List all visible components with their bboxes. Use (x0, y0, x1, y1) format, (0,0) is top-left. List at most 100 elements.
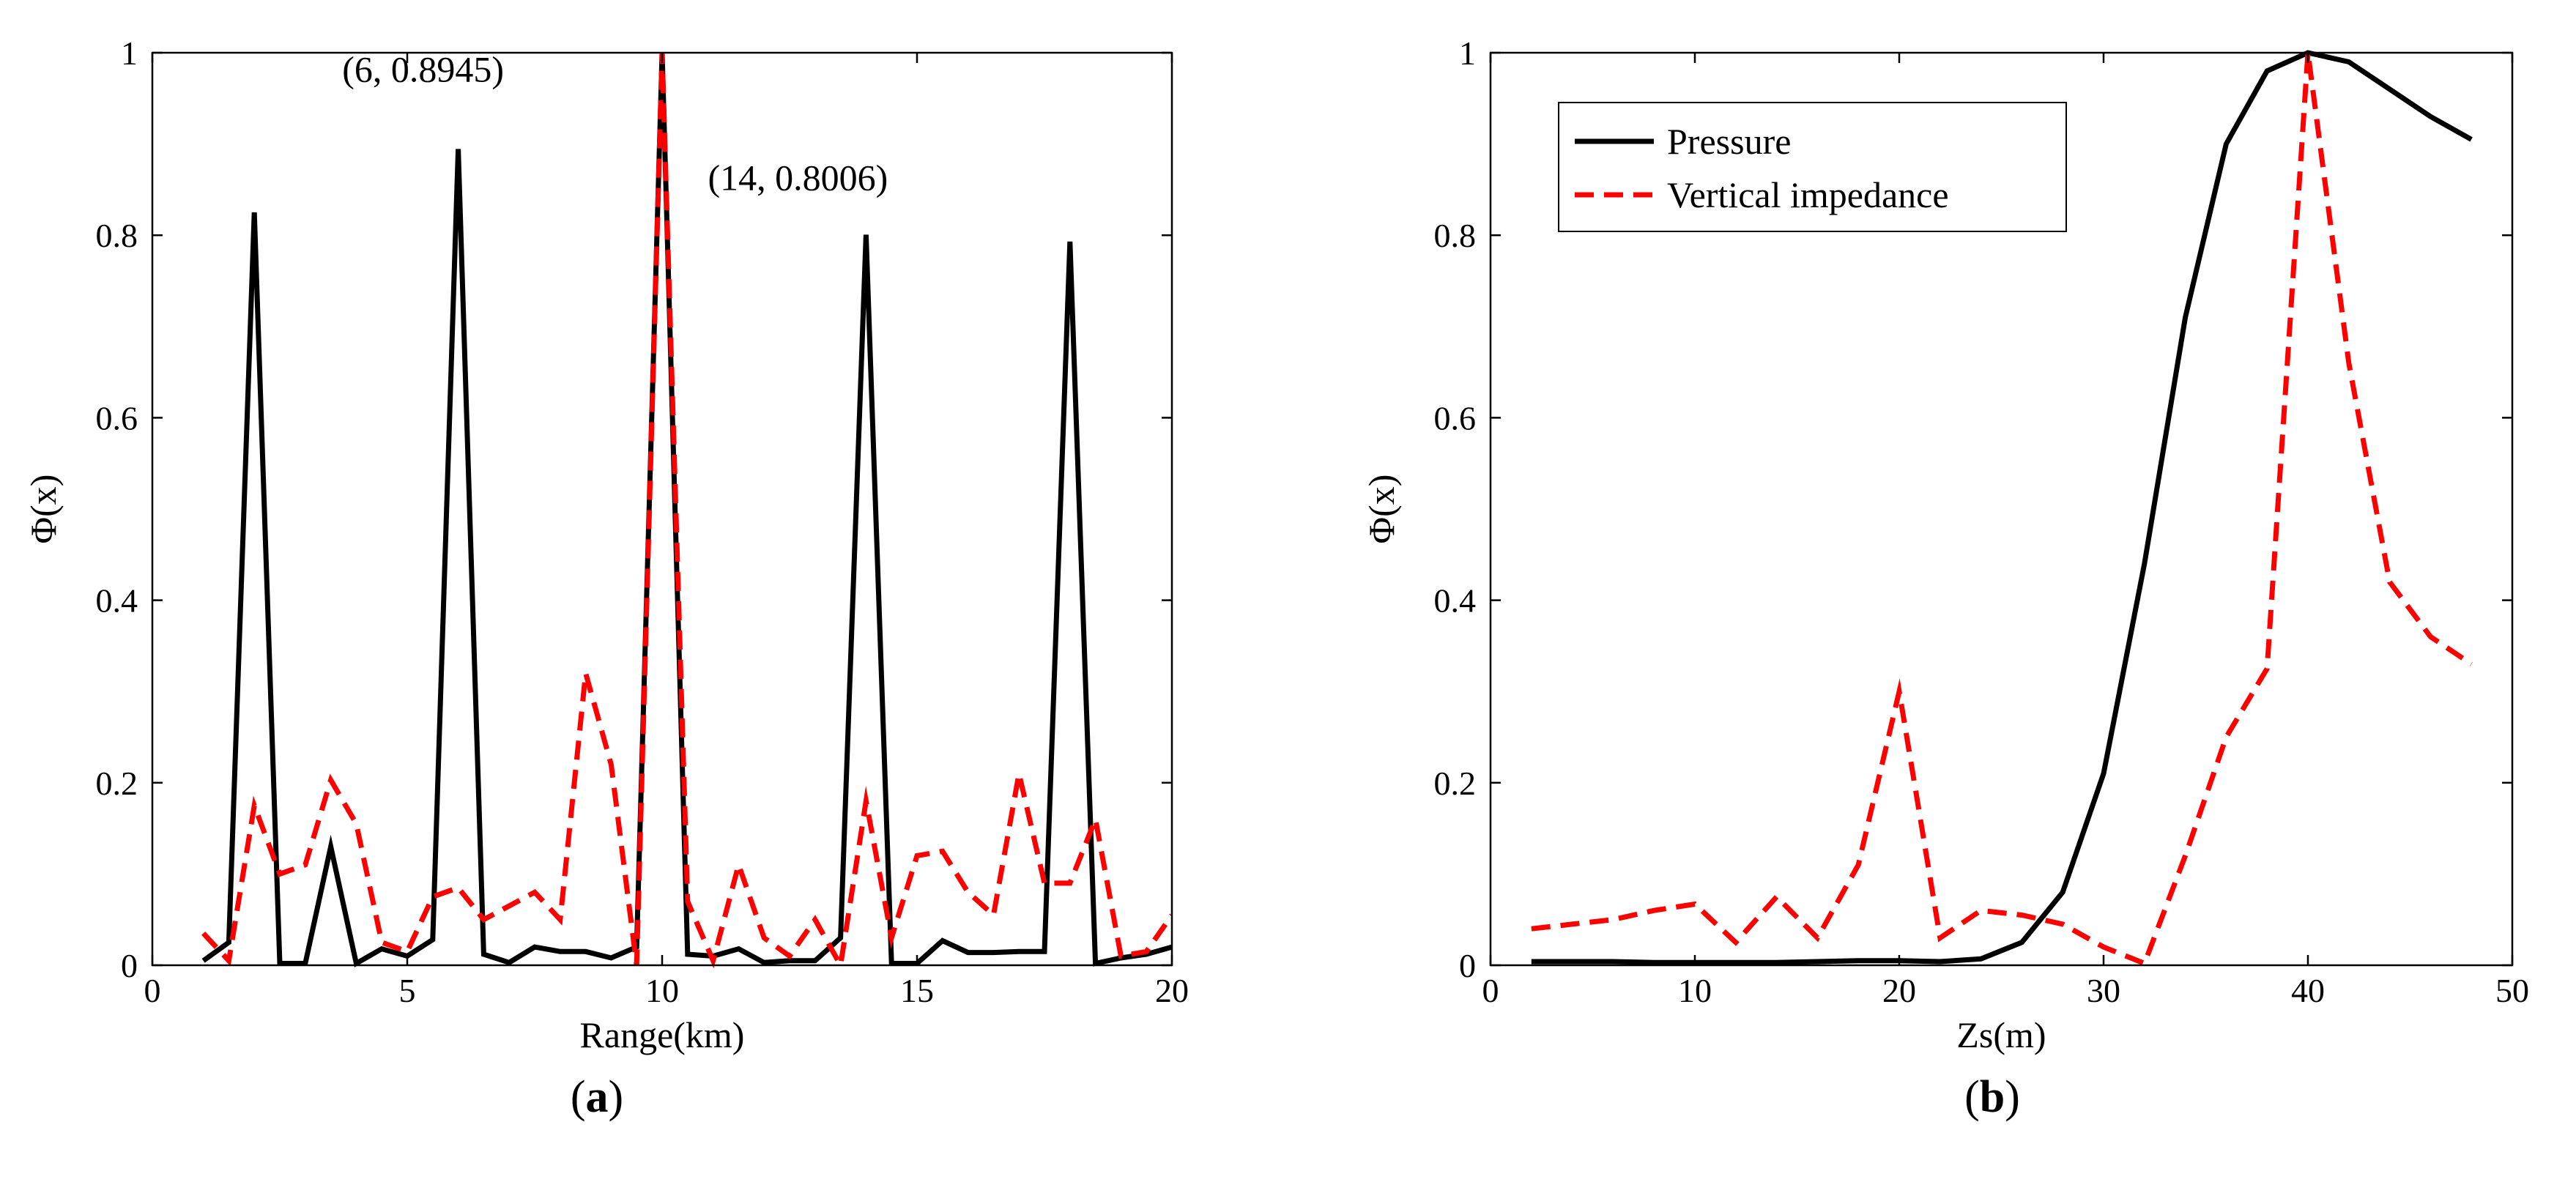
panel-a-pressure-point (355, 962, 357, 965)
panel-b-pressure-point (1612, 961, 1614, 963)
panel-a-pressure-point (534, 946, 536, 948)
panel-a-pressure-point (865, 234, 867, 236)
panel-a-pressure-point (431, 939, 434, 941)
panel-b-pressure-point (2225, 143, 2227, 145)
panel-b-pressure-point (2184, 316, 2186, 319)
panel-b-xtick-label: 30 (2087, 972, 2120, 1009)
panel-a-pressure-point (381, 948, 383, 950)
panel-b-impedance-point (2143, 962, 2145, 965)
panel-a-chart: 0 5 10 15 20 0 0.2 0.4 0.6 0.8 1 Range(km) Φ(x) (6… (23, 34, 1189, 1122)
panel-a-impedance-point (381, 941, 383, 943)
panel-b-impedance-point (2347, 362, 2350, 364)
panel-a-impedance-point (483, 918, 485, 921)
panel-a-impedance-point (1120, 955, 1122, 957)
panel-b-pressure-point (2021, 941, 2023, 943)
panel-a-impedance-point (431, 896, 434, 898)
panel-a-pressure-point (279, 962, 281, 965)
panel-b-impedance-point (2388, 581, 2391, 583)
panel-b-pressure-point (1571, 961, 1573, 963)
panel-b-impedance-point (2062, 923, 2064, 925)
panel-a-xtick-label: 5 (399, 972, 416, 1009)
panel-a-impedance-point (686, 900, 688, 902)
legend-label-pressure: Pressure (1667, 121, 1791, 162)
panel-b-impedance-point (1653, 910, 1655, 912)
panel-a-impedance-point (763, 937, 765, 939)
panel-b-pressure-point (2143, 562, 2145, 565)
panel-b-impedance-point (1898, 691, 1901, 693)
panel-a-xlabel: Range(km) (580, 1014, 745, 1055)
legend-box (1558, 102, 2067, 232)
panel-a-xtick-label: 20 (1155, 972, 1189, 1009)
panel-b-pressure-point (1734, 962, 1737, 964)
panel-b-impedance-point (1694, 903, 1696, 905)
panel-a-impedance-point (304, 863, 306, 866)
panel-b-xtick-label: 50 (2495, 972, 2529, 1009)
panel-b-pressure-point (2103, 773, 2105, 775)
panel-a-impedance-point (407, 951, 409, 953)
panel-b-xtick-label: 40 (2291, 972, 2325, 1009)
panel-b-caption-letter: b (1980, 1072, 2005, 1122)
panel-b-series-vertical-impedance (1531, 52, 2473, 967)
panel-a-xtick-label: 10 (645, 972, 679, 1009)
panel-a-pressure-point (584, 951, 587, 953)
panel-a-impedance-point (891, 937, 893, 939)
panel-a-pressure-point (686, 954, 688, 956)
panel-a-pressure-point (814, 959, 816, 962)
panel-b-impedance-point (2430, 636, 2432, 638)
panel-b-xlabel: Zs(m) (1956, 1014, 2046, 1055)
panel-a-impedance-point (253, 805, 256, 807)
panel-b-impedance-point (1612, 918, 1614, 921)
panel-b-pressure-point (2062, 891, 2064, 893)
panel-b-pressure-point (1857, 959, 1860, 962)
panel-a-pressure-point (1018, 951, 1020, 953)
panel-a-impedance-point (738, 863, 740, 866)
panel-a-xtick-label: 15 (900, 972, 934, 1009)
panel-a-pressure-point (1044, 951, 1046, 953)
panel-b-xtick-label: 20 (1882, 972, 1916, 1009)
panel-a-impedance-point (202, 932, 204, 934)
panel-a-impedance-point (508, 905, 511, 907)
panel-a-pressure-point (992, 951, 995, 954)
panel-a-impedance-point (941, 850, 943, 852)
panel-a-impedance-point (1044, 882, 1046, 884)
panel-b-caption-open: ( (1964, 1072, 1980, 1122)
panel-a-ytick-label: 0.2 (96, 765, 138, 802)
panel-a-pressure-point (253, 212, 256, 214)
panel-a-caption-letter: a (586, 1072, 609, 1122)
panel-b-caption: (b) (1964, 1072, 2020, 1122)
panel-b-impedance-point (2225, 736, 2227, 738)
panel-b-pressure-point (1653, 962, 1655, 964)
panel-a-impedance-point (584, 672, 587, 675)
panel-a-pressure-point (202, 959, 204, 962)
panel-a-pressure-point (330, 846, 332, 848)
panel-b-impedance-point (2266, 668, 2268, 670)
panel-b-impedance-point (1816, 937, 1819, 939)
panel-b-impedance-point (1775, 896, 1778, 898)
panel-b-impedance-point (2021, 914, 2023, 916)
panel-b-impedance-point (2471, 663, 2473, 665)
panel-b-series-pressure (1531, 50, 2473, 965)
panel-a-impedance-point (916, 855, 918, 857)
panel-a-pressure-point (228, 941, 230, 943)
panel-a-pressure-point (1094, 962, 1096, 965)
panel-a-ytick-label: 0.8 (96, 217, 138, 254)
legend-label-vertical-impedance: Vertical impedance (1667, 174, 1949, 215)
panel-a-pressure-point (457, 148, 459, 150)
panel-a-pressure-point (610, 957, 612, 959)
panel-b-impedance-point (1939, 937, 1941, 939)
panel-a-pressure-point (839, 937, 842, 939)
panel-b-ytick-label: 0 (1459, 947, 1476, 984)
panel-a-pressure-point (891, 962, 893, 965)
panel-b-pressure-point (1530, 961, 1532, 963)
panel-b-pressure-point (1816, 961, 1819, 963)
panel-b-pressure-point (2430, 116, 2432, 118)
panel-a-series-pressure (201, 52, 1172, 967)
panel-a-axes-frame (151, 51, 1173, 967)
panel-a-impedance-point (228, 959, 230, 962)
panel-a-pressure-point (738, 948, 740, 950)
panel-a-impedance-point (712, 959, 714, 962)
panel-a-pressure-point (483, 954, 485, 956)
panel-b-impedance-point (2103, 946, 2105, 948)
panel-a-xtick-label: 0 (144, 972, 161, 1009)
